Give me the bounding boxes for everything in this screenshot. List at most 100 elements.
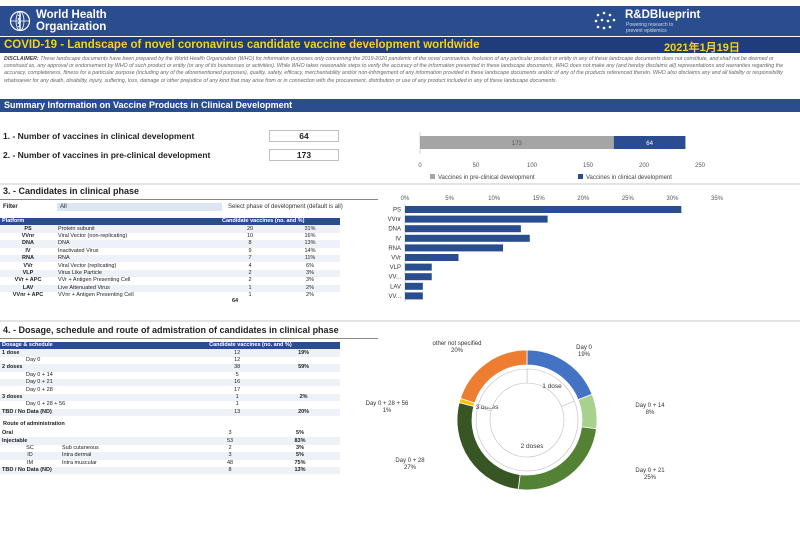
data-label: 173 <box>512 141 523 147</box>
inner-ring-slice <box>475 400 579 472</box>
route-pct: 75% <box>294 459 306 466</box>
table-row: DNA DNA 8 13% <box>0 240 340 248</box>
x-tick-label: 35% <box>711 196 724 202</box>
platform-bar-chart: 0% 5% 10% 15% 20% 25% 30% 35% PS VVnr DNA IV RNA VVr V… <box>388 196 724 302</box>
dosage-spacer <box>67 372 207 379</box>
y-tick-label: LAV <box>390 284 401 290</box>
candidate-pct: 2% <box>306 292 314 299</box>
x-tick-label: 50 <box>473 163 480 169</box>
x-tick-label: 5% <box>445 196 454 202</box>
platform-total: 64 <box>232 298 239 304</box>
y-tick-label: DNA <box>388 227 401 233</box>
phase-filter-select[interactable]: All <box>57 203 222 211</box>
section3-underline <box>0 199 378 200</box>
x-tick-label: 250 <box>695 163 706 169</box>
dosage-spacer <box>67 386 207 393</box>
x-tick-label: 200 <box>639 163 650 169</box>
table-row: Day 0 + 28 17 <box>0 386 340 393</box>
dosage-label: 2 doses <box>0 364 68 372</box>
table-row: IV Inactivated Virus 9 14% <box>0 248 340 255</box>
table-row: VLP Virus Like Particle 2 3% <box>0 269 340 278</box>
dosage-label: Day 0 <box>26 356 41 363</box>
table-row: Day 0 12 <box>0 357 340 364</box>
page-date: 2021年1月19日 <box>664 42 740 54</box>
table-row: VVnr + APC VVnr + Antigen Presenting Cell… <box>0 292 340 299</box>
inner-ring-slice <box>478 368 528 409</box>
donut-slice <box>459 349 528 404</box>
route-count: 3 <box>228 430 232 437</box>
dosage-count: 1 <box>207 393 268 402</box>
dosage-label: Day 0 + 28 <box>26 386 53 393</box>
dosage-spacer <box>67 349 208 357</box>
legend-swatch <box>430 174 435 179</box>
bar <box>405 206 682 213</box>
x-tick-label: 0 <box>418 163 422 169</box>
candidate-pct: 14% <box>304 247 316 254</box>
route-name <box>60 430 200 437</box>
dosage-pct: 20% <box>267 408 340 416</box>
table-row: Day 0 + 28 + 56 1 <box>0 401 340 408</box>
route-name <box>60 466 200 475</box>
title-bar: COVID-19 - Landscape of novel coronaviru… <box>0 37 800 54</box>
candidate-count: 9 <box>248 247 252 254</box>
candidate-pct: 2% <box>280 284 340 292</box>
donut-slice <box>577 393 598 430</box>
slice-pct: 19% <box>578 352 591 358</box>
disclaimer-text: These landscape documents have been prep… <box>4 56 784 84</box>
section4-underline <box>0 338 378 339</box>
dosage-spacer <box>67 408 208 416</box>
x-tick-label: 0% <box>401 196 410 202</box>
candidate-pct: 13% <box>280 240 340 248</box>
route-count: 8 <box>200 466 260 475</box>
bar-segment <box>420 136 614 149</box>
bar-segment <box>613 136 686 149</box>
slice-pct: 1% <box>383 408 392 414</box>
platform-name: Inactivated Virus <box>58 247 99 254</box>
dosage-label: Day 0 + 14 <box>26 371 53 378</box>
legend-label: Vaccines in clinical development <box>586 175 672 181</box>
dosage-col-header: Dosage & schedule <box>0 342 208 350</box>
route-count: 48 <box>226 459 234 466</box>
dosage-count: 12 <box>207 349 268 357</box>
dosage-count: 5 <box>235 371 239 378</box>
dosage-label: TBD / No Data (ND) <box>0 408 68 416</box>
table-header-row: Dosage & schedule Candidate vaccines (no… <box>0 342 340 350</box>
candidate-pct: 6% <box>306 262 314 269</box>
route-pct: 5% <box>260 452 340 460</box>
dosage-pct <box>267 357 340 364</box>
who-emblem-icon <box>9 10 31 32</box>
y-tick-label: VV... <box>389 275 402 281</box>
table-row: LAV Live Attenuated Virus 1 2% <box>0 284 340 292</box>
route-count: 2 <box>228 444 232 451</box>
table-row: RNA RNA 7 11% <box>0 254 340 263</box>
section4-title: 4. - Dosage, schedule and route of admis… <box>3 325 339 335</box>
y-tick-label: IV <box>395 236 401 242</box>
section3-title: 3. - Candidates in clinical phase <box>3 186 140 196</box>
table-header-row: Platform Candidate vaccines (no. and %) <box>0 218 340 226</box>
who-name: World Health Organization <box>36 9 107 33</box>
dosage-count: 1 <box>235 401 239 408</box>
platform-table: Platform Candidate vaccines (no. and %) … <box>0 218 340 299</box>
slice-label: other not specified <box>432 341 481 347</box>
route-count: 53 <box>200 437 260 445</box>
summary-stacked-bar-chart: 173 64 0 50 100 150 200 250 Vaccines in pre-clin… <box>418 132 706 181</box>
candidate-count: 7 <box>220 254 280 263</box>
platform-code: VVr + APC <box>14 277 42 284</box>
candidate-count: 4 <box>248 262 252 269</box>
y-tick-label: VLP <box>390 265 401 271</box>
route-pct: 83% <box>260 437 340 445</box>
dosage-spacer <box>67 357 207 364</box>
platform-name: Live Attenuated Virus <box>56 284 220 292</box>
candidate-pct: 3% <box>280 269 340 278</box>
bar <box>405 263 432 271</box>
inner-ring-label: 1 dose <box>542 383 562 390</box>
summary-heading: Summary Information on Vaccine Products … <box>4 100 293 110</box>
dosage-count: 16 <box>207 378 268 387</box>
dosage-pct <box>267 378 340 387</box>
dosage-pct: 59% <box>267 364 340 372</box>
disclaimer-label: DISCLAIMER: <box>4 56 39 62</box>
inner-ring-label: 3 doses <box>476 404 500 411</box>
table-row: TBD / No Data (ND) 13 20% <box>0 408 340 416</box>
page-title: COVID-19 - Landscape of novel coronaviru… <box>4 39 480 51</box>
platform-name: Viral Vector (non-replicating) <box>58 232 128 239</box>
